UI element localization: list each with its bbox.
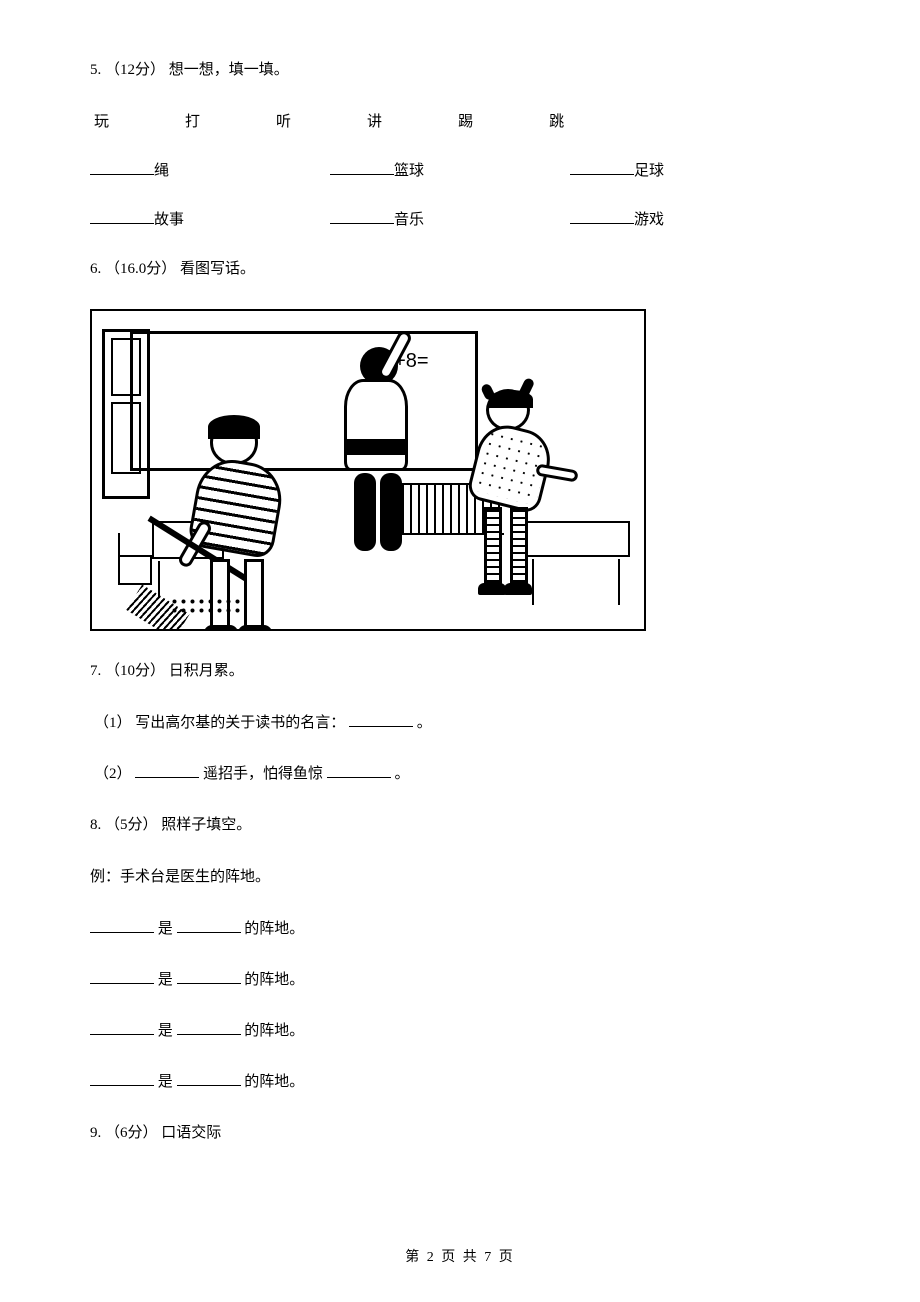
fill-blank[interactable] xyxy=(177,1072,241,1086)
q7-sub2-mid: 遥招手，怕得鱼惊 xyxy=(203,766,323,782)
q5-suffix: 音乐 xyxy=(394,208,424,229)
q7-sub2-prefix: （2） xyxy=(94,766,135,782)
q6-illustration: 2+8= xyxy=(90,309,646,631)
q8-pattern-line: 是 的阵地。 xyxy=(90,917,830,938)
q5-blank-row-1: 绳 篮球 足球 xyxy=(90,159,830,180)
q5-word: 听 xyxy=(276,110,291,131)
q8-pattern-line: 是 的阵地。 xyxy=(90,968,830,989)
q8-suffix: 的阵地。 xyxy=(244,921,304,937)
q5-word: 讲 xyxy=(367,110,382,131)
q5-word: 玩 xyxy=(94,110,109,131)
fill-blank[interactable] xyxy=(90,970,154,984)
q8-mid: 是 xyxy=(158,972,173,988)
q8-example: 例：手术台是医生的阵地。 xyxy=(90,865,830,889)
fill-blank[interactable] xyxy=(570,161,634,175)
q8-suffix: 的阵地。 xyxy=(244,1074,304,1090)
fill-blank[interactable] xyxy=(90,161,154,175)
q5-word-row: 玩 打 听 讲 踢 跳 xyxy=(90,110,830,131)
q8-mid: 是 xyxy=(158,1023,173,1039)
sweeping-child-icon xyxy=(210,419,258,465)
fill-blank[interactable] xyxy=(177,1021,241,1035)
q5-suffix: 篮球 xyxy=(394,159,424,180)
q7-sub1-prefix: （1） 写出高尔基的关于读书的名言： xyxy=(94,715,345,731)
q5-blank-item: 足球 xyxy=(570,159,810,180)
q7-header: 7. （10分） 日积月累。 xyxy=(90,659,830,683)
fill-blank[interactable] xyxy=(90,919,154,933)
q5-blank-row-2: 故事 音乐 游戏 xyxy=(90,208,830,229)
chair-icon xyxy=(118,555,152,585)
q5-blank-item: 故事 xyxy=(90,208,330,229)
fill-blank[interactable] xyxy=(330,161,394,175)
q7-sub1: （1） 写出高尔基的关于读书的名言： 。 xyxy=(90,711,830,732)
q8-mid: 是 xyxy=(158,1074,173,1090)
page-footer: 第 2 页 共 7 页 xyxy=(0,1246,920,1266)
desk-icon xyxy=(522,521,630,557)
q7-sub1-suffix: 。 xyxy=(417,715,432,731)
q7-sub2-suffix: 。 xyxy=(395,766,410,782)
fill-blank[interactable] xyxy=(90,1072,154,1086)
fill-blank[interactable] xyxy=(177,919,241,933)
q8-suffix: 的阵地。 xyxy=(244,972,304,988)
q5-blank-item: 绳 xyxy=(90,159,330,180)
q8-pattern-line: 是 的阵地。 xyxy=(90,1019,830,1040)
fill-blank[interactable] xyxy=(349,713,413,727)
fill-blank[interactable] xyxy=(570,210,634,224)
q5-blank-item: 游戏 xyxy=(570,208,810,229)
fill-blank[interactable] xyxy=(327,764,391,778)
blackboard-icon: 2+8= xyxy=(130,331,478,471)
q5-word: 踢 xyxy=(458,110,473,131)
wiping-child-icon xyxy=(486,389,530,431)
q5-suffix: 足球 xyxy=(634,159,664,180)
q8-suffix: 的阵地。 xyxy=(244,1023,304,1039)
q6-header: 6. （16.0分） 看图写话。 xyxy=(90,257,830,281)
q5-blank-item: 音乐 xyxy=(330,208,570,229)
q5-suffix: 游戏 xyxy=(634,208,664,229)
q5-blank-item: 篮球 xyxy=(330,159,570,180)
q8-pattern-line: 是 的阵地。 xyxy=(90,1070,830,1091)
erasing-child-icon xyxy=(350,347,398,385)
q5-word: 打 xyxy=(185,110,200,131)
fill-blank[interactable] xyxy=(135,764,199,778)
q5-suffix: 绳 xyxy=(154,159,169,180)
q9-header: 9. （6分） 口语交际 xyxy=(90,1121,830,1145)
fill-blank[interactable] xyxy=(177,970,241,984)
q8-mid: 是 xyxy=(158,921,173,937)
fill-blank[interactable] xyxy=(90,210,154,224)
q5-word: 跳 xyxy=(549,110,564,131)
fill-blank[interactable] xyxy=(330,210,394,224)
dust-icon xyxy=(170,597,246,613)
q7-sub2: （2） 遥招手，怕得鱼惊 。 xyxy=(90,762,830,783)
q5-suffix: 故事 xyxy=(154,208,184,229)
fill-blank[interactable] xyxy=(90,1021,154,1035)
q8-header: 8. （5分） 照样子填空。 xyxy=(90,813,830,837)
q5-header: 5. （12分） 想一想，填一填。 xyxy=(90,58,830,82)
